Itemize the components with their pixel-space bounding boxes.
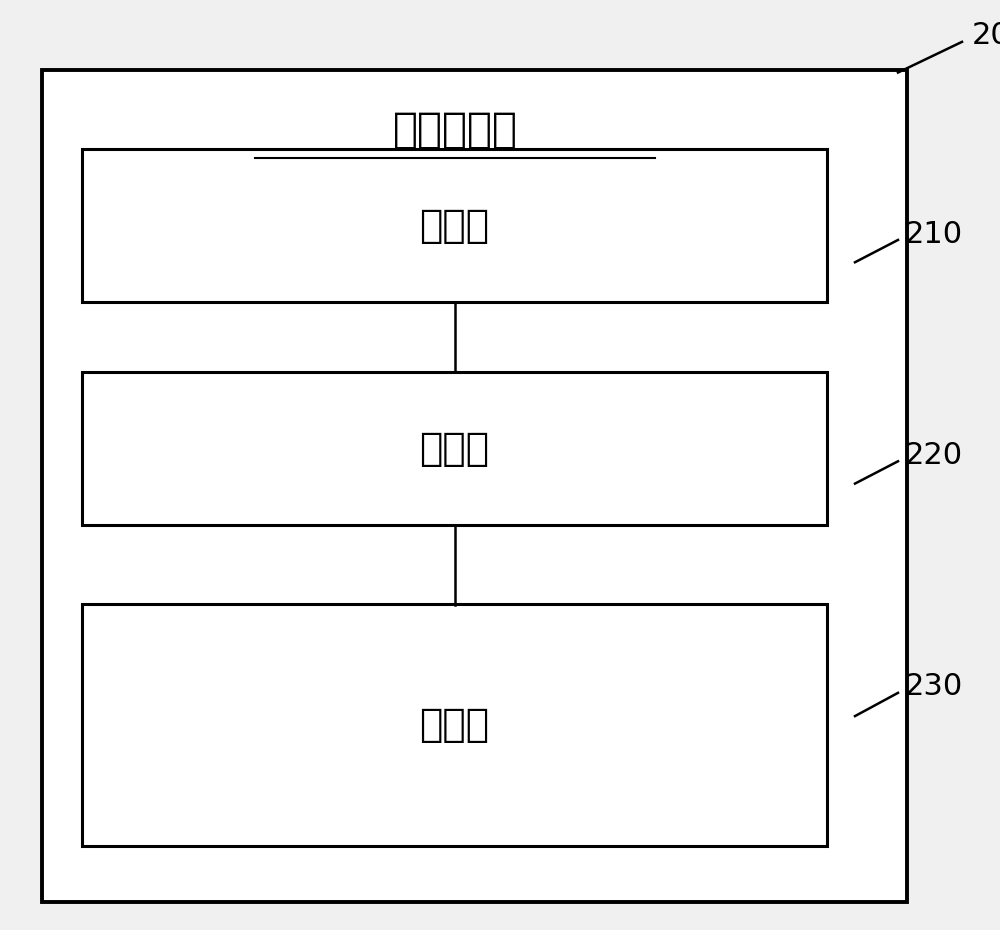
Bar bbox=[82, 149, 827, 302]
Text: 220: 220 bbox=[905, 441, 963, 471]
Text: 210: 210 bbox=[905, 219, 963, 249]
Text: 接收器: 接收器 bbox=[419, 206, 490, 245]
Text: 200: 200 bbox=[972, 20, 1000, 50]
Bar bbox=[82, 604, 827, 846]
Bar bbox=[82, 372, 827, 525]
Text: 发送器: 发送器 bbox=[419, 707, 490, 744]
Bar bbox=[42, 70, 907, 902]
Text: 光交叉站点: 光交叉站点 bbox=[392, 109, 518, 152]
Text: 230: 230 bbox=[905, 671, 963, 701]
Text: 处理器: 处理器 bbox=[419, 430, 490, 468]
